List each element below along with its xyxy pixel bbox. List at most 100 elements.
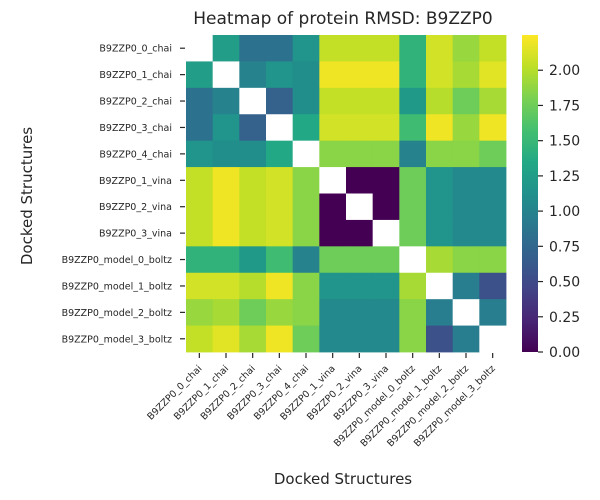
heatmap-cell xyxy=(266,87,294,115)
colorbar-tick-label: 1.50 xyxy=(549,134,580,150)
heatmap-cell xyxy=(452,87,480,115)
heatmap-cell xyxy=(292,246,320,274)
heatmap-cell xyxy=(399,114,427,142)
heatmap-cell xyxy=(399,193,427,221)
heatmap-cell xyxy=(399,61,427,89)
colorbar-tick-label: 1.75 xyxy=(549,98,580,114)
heatmap-cell xyxy=(479,35,507,62)
y-tick-label: B9ZZP0_3_chai xyxy=(99,123,172,134)
heatmap-cell xyxy=(266,246,294,274)
heatmap-cell xyxy=(452,219,480,247)
x-axis-ticks: B9ZZP0_0_chaiB9ZZP0_1_chaiB9ZZP0_2_chaiB… xyxy=(145,353,498,449)
heatmap-cell xyxy=(479,299,507,326)
heatmap-cell xyxy=(346,140,374,168)
heatmap-cell xyxy=(186,87,214,115)
heatmap-cell xyxy=(426,272,454,300)
y-tick-label: B9ZZP0_2_chai xyxy=(99,97,172,108)
heatmap-cell xyxy=(372,299,400,326)
heatmap-cell xyxy=(399,246,427,274)
heatmap-cell xyxy=(212,35,240,62)
heatmap-cell xyxy=(266,193,294,221)
heatmap-cell xyxy=(239,35,267,62)
heatmap-cell xyxy=(426,246,454,274)
heatmap-cell xyxy=(212,61,240,89)
heatmap-cell xyxy=(479,325,507,353)
heatmap-cell xyxy=(212,140,240,168)
heatmap-cell xyxy=(452,140,480,168)
heatmap-cell xyxy=(319,246,347,274)
heatmap-cell xyxy=(372,272,400,300)
colorbar-tick-label: 0.75 xyxy=(549,239,580,255)
heatmap-cell xyxy=(372,35,400,62)
heatmap-cell xyxy=(186,61,214,89)
heatmap-cell xyxy=(372,246,400,274)
heatmap-cell xyxy=(266,219,294,247)
heatmap-cell xyxy=(292,193,320,221)
heatmap-cell xyxy=(426,140,454,168)
y-tick-label: B9ZZP0_model_1_boltz xyxy=(62,281,172,292)
heatmap-cell xyxy=(292,219,320,247)
heatmap-cell xyxy=(212,246,240,274)
heatmap-cell xyxy=(319,61,347,89)
heatmap-cell xyxy=(372,61,400,89)
heatmap-cell xyxy=(452,272,480,300)
heatmap-cell xyxy=(426,35,454,62)
heatmap-cell xyxy=(479,193,507,221)
heatmap-cell xyxy=(346,193,374,221)
y-axis-title: Docked Structures xyxy=(18,127,36,265)
heatmap-cell xyxy=(399,272,427,300)
heatmap-cell xyxy=(266,167,294,194)
heatmap-cell xyxy=(479,114,507,142)
heatmap-cell xyxy=(266,325,294,353)
heatmap-cell xyxy=(212,299,240,326)
heatmap-cell xyxy=(346,114,374,142)
heatmap-cell xyxy=(292,325,320,353)
heatmap-cell xyxy=(186,246,214,274)
heatmap-cell xyxy=(239,193,267,221)
colorbar-tick-label: 0.25 xyxy=(549,310,580,326)
heatmap-cell xyxy=(399,167,427,194)
y-tick-label: B9ZZP0_2_vina xyxy=(99,202,172,213)
heatmap-cell xyxy=(319,167,347,194)
heatmap-cell xyxy=(239,246,267,274)
heatmap-cell xyxy=(372,114,400,142)
colorbar: 0.00 0.25 0.50 0.75 1.00 1.25 1.50 1.75 2.00 xyxy=(522,35,580,361)
heatmap-cell xyxy=(319,140,347,168)
heatmap-cell xyxy=(426,325,454,353)
heatmap-cell xyxy=(426,193,454,221)
heatmap-cell xyxy=(186,299,214,326)
heatmap-cell xyxy=(346,219,374,247)
heatmap-cell xyxy=(266,61,294,89)
heatmap-cell xyxy=(452,325,480,353)
heatmap-cell xyxy=(426,299,454,326)
heatmap-cell xyxy=(292,167,320,194)
heatmap-cell xyxy=(346,35,374,62)
heatmap-cell xyxy=(346,167,374,194)
heatmap-cell xyxy=(266,299,294,326)
heatmap-cell xyxy=(266,114,294,142)
colorbar-tick-label: 1.25 xyxy=(549,169,580,185)
heatmap-cell xyxy=(212,325,240,353)
heatmap-cell xyxy=(399,140,427,168)
heatmap-cell xyxy=(239,325,267,353)
heatmap-cell xyxy=(346,246,374,274)
y-axis-ticks: B9ZZP0_0_chai B9ZZP0_1_chai B9ZZP0_2_chai B… xyxy=(62,44,185,345)
heatmap-cell xyxy=(212,87,240,115)
heatmap-cell xyxy=(479,272,507,300)
colorbar-tick-label: 0.00 xyxy=(549,345,580,361)
y-tick-label: B9ZZP0_1_vina xyxy=(99,176,172,187)
heatmap-cell xyxy=(319,299,347,326)
heatmap-cell xyxy=(319,272,347,300)
heatmap-cell xyxy=(239,167,267,194)
heatmap-cell xyxy=(452,299,480,326)
heatmap-cell xyxy=(186,272,214,300)
heatmap-cell xyxy=(292,35,320,62)
heatmap-cell xyxy=(479,246,507,274)
heatmap-cell xyxy=(426,114,454,142)
heatmap-cell xyxy=(479,87,507,115)
heatmap-cell xyxy=(479,167,507,194)
heatmap-cell xyxy=(372,193,400,221)
heatmap-cell xyxy=(346,325,374,353)
heatmap-cell xyxy=(452,193,480,221)
